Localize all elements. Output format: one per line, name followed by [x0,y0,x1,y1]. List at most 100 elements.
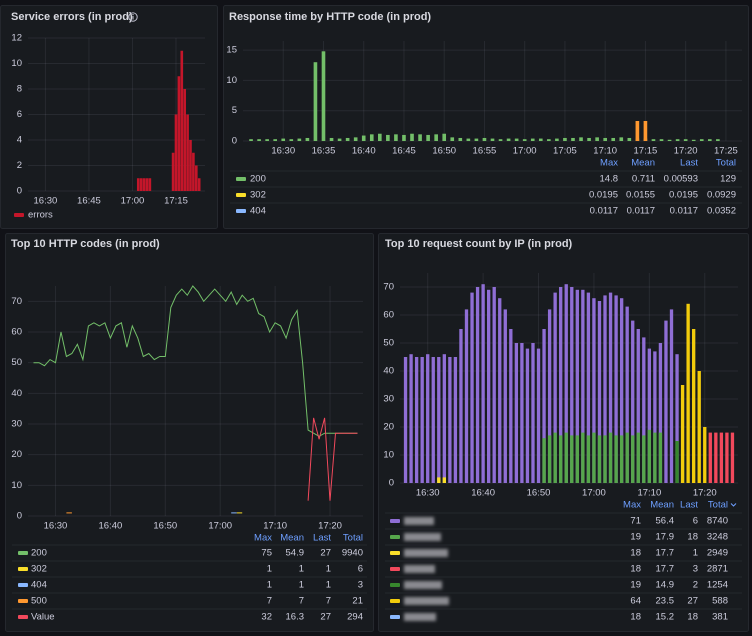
legend-value: 1 [267,564,272,575]
bar [636,329,640,483]
bar [564,432,568,483]
legend-value: 15.2 [656,612,675,623]
bar [651,139,656,141]
line [307,417,358,501]
bar [345,137,350,141]
legend-value: 23.5 [656,596,675,607]
bar [575,435,579,483]
legend-header: Last [680,500,698,511]
y-tick-label: 60 [11,327,22,338]
legend-swatch [236,177,246,181]
bar [420,357,424,483]
legend-value: 1 [299,580,304,591]
bar [603,137,607,141]
bar [329,137,334,141]
x-tick-label: 17:05 [553,146,577,157]
legend-label: 200 [31,548,47,559]
y-tick-label: 70 [383,282,394,293]
legend-value: 1 [267,580,272,591]
bar [305,137,310,141]
legend-label: Value [31,612,55,623]
panel [223,5,749,229]
legend-header: Max [600,158,618,169]
bar [509,329,513,483]
legend-swatch [18,567,28,571]
bar [177,76,181,191]
legend-swatch [236,209,246,213]
bar [431,357,435,483]
bar [289,139,294,141]
legend-label: 500 [31,596,47,607]
legend-value: 2 [693,580,698,591]
x-tick-label: 17:15 [634,146,658,157]
legend-swatch [18,599,28,603]
bar [692,329,696,483]
legend-value: 18 [630,548,641,559]
legend-label: 404 [31,580,47,591]
bar [514,343,519,483]
legend-value: 0.0929 [707,190,736,201]
bar [595,137,599,141]
bar [531,343,535,483]
bar [353,137,358,141]
bar [619,137,624,141]
bar [183,89,186,191]
bar [653,432,657,483]
bar [683,139,688,141]
bar [522,139,527,141]
redacted-label [404,613,436,621]
legend-swatch [390,599,400,603]
legend-value: 17.9 [656,532,675,543]
legend-value: 1254 [707,580,728,591]
y-tick-label: 10 [11,480,22,491]
y-tick-label: 5 [232,105,237,116]
bar [538,138,543,141]
bar [586,435,591,483]
bar [716,139,720,141]
bar [625,306,629,483]
legend-header: Mean [650,500,674,511]
redacted-label [404,517,434,525]
bar [321,51,326,141]
legend-value: 18 [687,612,698,623]
bar [174,114,178,191]
legend-value: 16.3 [286,612,305,623]
bar [635,121,640,141]
bar [627,137,632,141]
bar [680,385,685,483]
bar [719,432,724,483]
legend-header: Mean [631,158,655,169]
legend-swatch [390,551,400,555]
legend-value: 6 [358,564,363,575]
y-tick-label: 40 [383,366,394,377]
legend-value: 588 [712,596,728,607]
legend-swatch [390,583,400,587]
x-tick-label: 16:50 [153,521,177,532]
bar [492,287,496,483]
bar [386,134,390,141]
bar [257,139,261,141]
bar [434,134,438,141]
y-tick-label: 10 [383,450,394,461]
bar [458,137,463,141]
legend-value: 2871 [707,564,728,575]
info-icon [128,12,138,22]
panel-title: Service errors (in prod) [11,11,133,23]
bar [725,432,729,483]
bar [361,135,366,141]
legend-value: 64 [630,596,641,607]
bar [667,139,672,141]
legend-header: Max [623,500,641,511]
bar [570,435,574,483]
bar [426,134,430,141]
x-tick-label: 17:00 [582,488,606,499]
legend-value: 1 [693,548,698,559]
x-tick-label: 17:10 [637,488,661,499]
bar [614,295,618,483]
x-tick-label: 17:25 [714,146,738,157]
bar [547,435,552,483]
legend-label: 302 [31,564,47,575]
bar [559,287,563,483]
bar [643,121,648,141]
